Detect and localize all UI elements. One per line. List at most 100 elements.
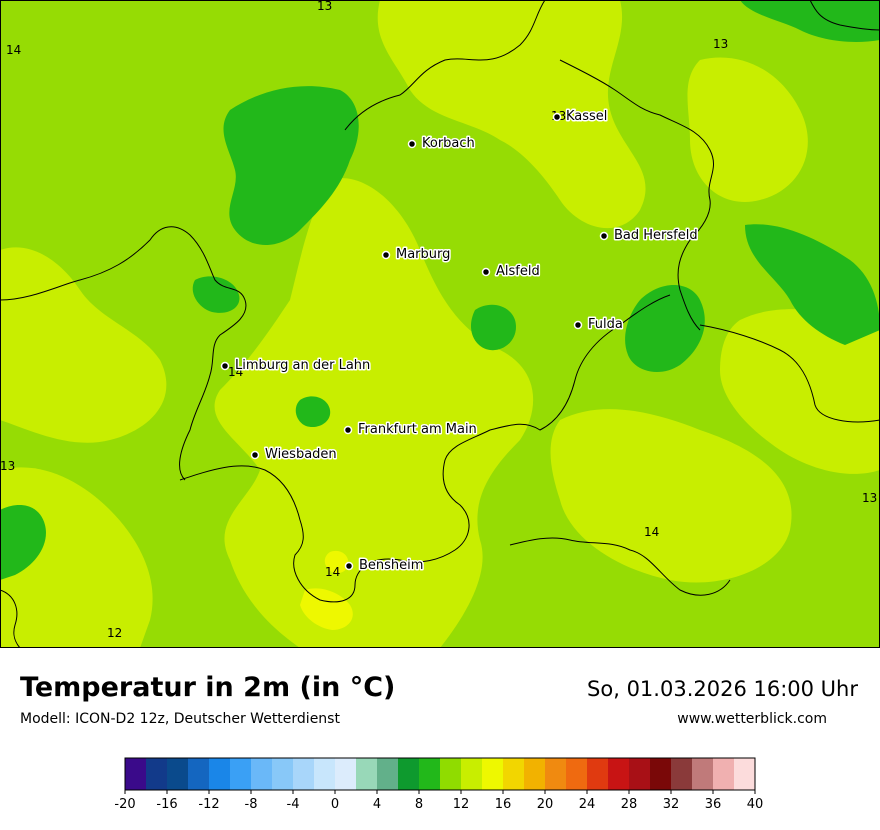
legend-swatch: [671, 758, 693, 790]
legend-swatch: [230, 758, 252, 790]
city-bensheim: Bensheim: [344, 557, 425, 575]
city-label: Marburg: [396, 247, 450, 262]
field-warm-center: [214, 178, 534, 648]
legend-swatch: [503, 758, 525, 790]
temperature-map: 13 14 13 13 14 13 13 14 14 12 Kassel Kor…: [0, 0, 880, 648]
legend-swatch: [692, 758, 714, 790]
legend-swatch: [272, 758, 294, 790]
isotherm-label: 13: [317, 0, 332, 13]
border-east: [699, 324, 880, 423]
field-cool-northwest: [223, 86, 359, 245]
city-label: Wiesbaden: [265, 447, 337, 462]
legend-swatch: [608, 758, 630, 790]
legend-tick-label: 4: [373, 797, 381, 812]
legend-swatch: [524, 758, 546, 790]
field-cool-southwest: [0, 505, 46, 580]
legend-tick-label: -4: [287, 797, 300, 812]
city-label: Fulda: [588, 317, 623, 332]
border-southwest: [0, 589, 21, 648]
isotherm-label: 14: [644, 525, 659, 539]
city-marker: [552, 112, 562, 122]
chart-title: Temperatur in 2m (in °C): [20, 672, 396, 703]
field-warm-east: [720, 309, 880, 474]
legend-swatch: [335, 758, 357, 790]
legend-tick-label: 0: [331, 797, 339, 812]
city-wiesbaden: Wiesbaden: [250, 446, 338, 464]
map-footer: [0, 648, 880, 830]
color-legend: -20 -16 -12 -8 -4 0 4 8 12 16 20 24 28 32 36 40: [114, 757, 763, 812]
legend-tick-label: 12: [453, 797, 470, 812]
legend-swatch: [188, 758, 210, 790]
city-label: Kassel: [566, 109, 607, 124]
city-alsfeld: Alsfeld: [481, 263, 541, 281]
city-label: Bensheim: [359, 558, 423, 573]
city-limburg: Limburg an der Lahn: [220, 357, 372, 375]
city-marker: [573, 320, 583, 330]
legend-tick-label: 24: [579, 797, 596, 812]
field-hot-bensheim: [300, 588, 353, 630]
city-label: Frankfurt am Main: [358, 422, 477, 437]
isotherm-labels: 13 14 13 13 14 13 13 14 14 12: [0, 0, 877, 640]
legend-tick-label: 40: [747, 797, 764, 812]
legend-swatch: [566, 758, 588, 790]
isotherm-label: 14: [6, 43, 21, 57]
city-kassel: Kassel: [552, 108, 609, 126]
forecast-datetime: So, 01.03.2026 16:00 Uhr: [587, 677, 858, 701]
city-marker: [344, 561, 354, 571]
field-cool-alsfeld: [470, 304, 516, 351]
field-warm-north: [377, 0, 646, 229]
field-cool-frankfurt: [295, 396, 331, 428]
field-cool-fulda: [625, 285, 705, 373]
city-bad-hersfeld: Bad Hersfeld: [599, 227, 699, 245]
city-marker: [407, 139, 417, 149]
legend-tick-label: -12: [198, 797, 219, 812]
legend-tick-label: 32: [663, 797, 680, 812]
city-marburg: Marburg: [381, 246, 452, 264]
legend-tick-label: -16: [156, 797, 177, 812]
border-north-west: [0, 226, 247, 481]
city-label: Limburg an der Lahn: [235, 358, 370, 373]
field-warm-west: [0, 247, 167, 443]
legend-swatch: [713, 758, 735, 790]
legend-tick-label: 16: [495, 797, 512, 812]
temperature-field: [0, 0, 880, 648]
legend-swatches: [124, 757, 756, 791]
legend-swatch: [293, 758, 315, 790]
legend-swatch: [482, 758, 504, 790]
border-northeast: [344, 0, 546, 131]
legend-swatch: [650, 758, 672, 790]
field-warm-northeast: [687, 57, 808, 202]
city-fulda: Fulda: [573, 316, 624, 334]
isotherm-label: 13: [713, 37, 728, 51]
isotherm-label: 14: [228, 365, 243, 379]
legend-tick-label: 36: [705, 797, 722, 812]
city-marker: [481, 267, 491, 277]
field-cool-east: [745, 224, 880, 345]
city-frankfurt: Frankfurt am Main: [343, 421, 478, 439]
legend-swatch: [125, 758, 147, 790]
legend-ticks: -20 -16 -12 -8 -4 0 4 8 12 16 20 24 28 32 36 40: [114, 790, 763, 812]
city-marker: [381, 250, 391, 260]
legend-tick-label: 8: [415, 797, 423, 812]
legend-swatch: [545, 758, 567, 790]
legend-swatch: [629, 758, 651, 790]
model-info: Modell: ICON-D2 12z, Deutscher Wetterdie…: [20, 711, 340, 727]
isotherm-label: 13: [0, 459, 15, 473]
border-south-main: [179, 294, 671, 603]
border-kassel: [559, 59, 715, 331]
legend-swatch: [314, 758, 336, 790]
website-link[interactable]: www.wetterblick.com: [677, 711, 827, 727]
isotherm-label: 12: [107, 626, 122, 640]
legend-swatch: [398, 758, 420, 790]
legend-tick-label: -20: [114, 797, 135, 812]
city-marker: [220, 361, 230, 371]
field-cool-west: [192, 276, 240, 313]
legend-swatch: [734, 758, 756, 790]
isotherm-label: 14: [325, 565, 340, 579]
legend-swatch: [461, 758, 483, 790]
legend-swatch: [167, 758, 189, 790]
legend-swatch: [377, 758, 399, 790]
legend-swatch: [419, 758, 441, 790]
city-marker: [250, 450, 260, 460]
isotherm-label: 13: [862, 491, 877, 505]
